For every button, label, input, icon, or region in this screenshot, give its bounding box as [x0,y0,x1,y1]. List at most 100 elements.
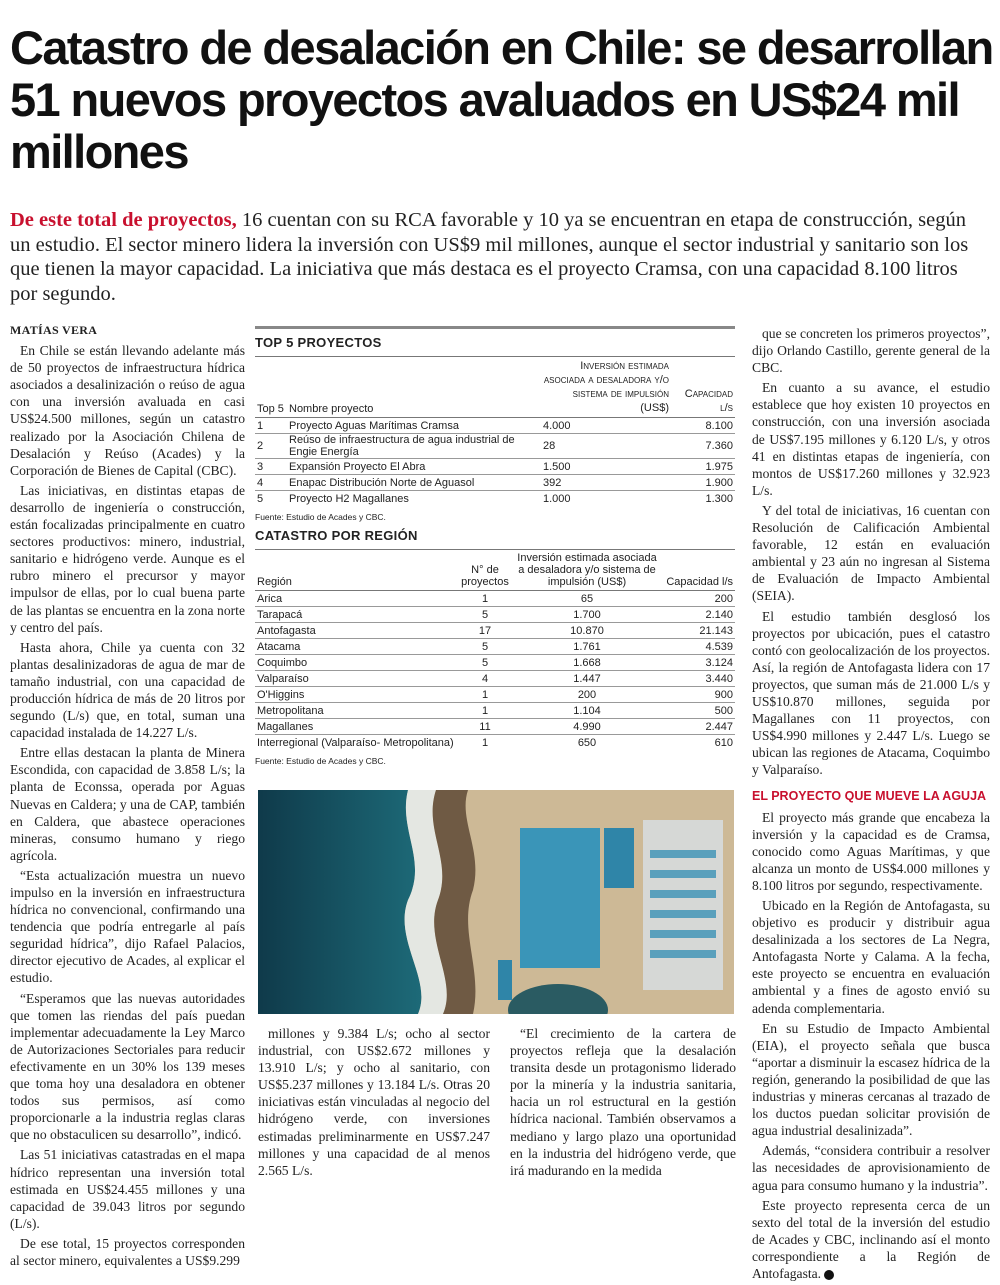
regions-header-capacity: Capacidad l/s [661,550,735,591]
table-cell: 1.975 [671,458,735,475]
table-cell: Proyecto H2 Magallanes [289,492,409,505]
table-cell: 1 [457,686,513,703]
region-row: Interregional (Valparaíso- Metropolitana… [255,735,735,751]
table-cell: 1.700 [513,606,661,623]
table-cell: 1.500 [541,458,671,475]
table-cell: 1.000 [543,492,571,505]
body-paragraph: Entre ellas destacan la planta de Minera… [10,745,245,863]
table-cell: 392 [541,474,671,491]
table-cell: 1 [457,702,513,719]
table-cell: Valparaíso [255,670,457,687]
table-cell: Interregional (Valparaíso- Metropolitana… [257,736,454,749]
end-of-article-icon [824,1269,835,1280]
table-cell: 4 [457,670,513,687]
table-cell: 11 [457,718,513,735]
table-cell: Magallanes [255,718,457,735]
top5-header-capacity: Capacidad l/s [671,357,735,418]
right-column: que se concreten los primeros proyectos”… [752,325,990,1285]
table-cell: 2 [255,433,287,459]
table-cell: 4.990 [513,718,661,735]
region-row: Antofagasta 17 10.870 21.143 [255,622,735,639]
body-paragraph: millones y 9.384 L/s; ocho al sector ind… [258,1026,490,1178]
table-cell: Arica [255,590,457,607]
regions-title: CATASTRO POR REGIÓN [255,522,735,550]
top5-row: 2 Reúso de infraestructura de agua indust… [255,433,735,459]
top5-row: 1 Proyecto Aguas Marítimas Cramsa 4.000 8.1… [255,417,735,434]
body-paragraph: Este proyecto representa cerca de un sex… [752,1197,990,1281]
table-cell: 7.360 [671,433,735,459]
body-paragraph: En cuanto a su avance, el estudio establ… [752,380,990,498]
body-paragraph: Las 51 iniciativas catastradas en el map… [10,1147,245,1231]
region-row: Tarapacá 5 1.700 2.140 [255,606,735,623]
desalination-plant-aerial-photo [258,790,734,1014]
top5-table: TOP 5 PROYECTOS Top 5 Nombre proyecto In… [255,326,735,527]
body-paragraph: En su Estudio de Impacto Ambiental (EIA)… [752,1020,990,1139]
table-cell: 1 [255,417,287,434]
headline: Catastro de desalación en Chile: se desa… [10,21,994,178]
lead-paragraph: De este total de proyectos, 16 cuentan c… [10,208,990,306]
table-cell: 5 [257,492,264,505]
top5-row: 4 Enapac Distribución Norte de Aguasol 392… [255,474,735,491]
left-column: MATÍAS VERA En Chile se están llevando a… [10,322,245,1272]
regions-header-region: Región [255,550,457,591]
body-paragraph: “Esta actualización muestra un nuevo imp… [10,867,245,986]
region-row: Metropolitana 1 1.104 500 [255,702,735,719]
table-cell: 2.140 [661,606,735,623]
table-cell: 200 [661,590,735,607]
body-paragraph: “Esperamos que las nuevas autoridades qu… [10,990,245,1143]
regions-header-count: N° de proyectos [457,550,513,591]
regions-table: CATASTRO POR REGIÓN Región N° de proyect… [255,522,735,771]
body-paragraph: Ubicado en la Región de Antofagasta, su … [752,898,990,1016]
region-row: O'Higgins 1 200 900 [255,686,735,703]
table-cell: 650 [577,736,597,749]
body-paragraph: Además, “considera contribuir a resolver… [752,1143,990,1193]
table-cell: Antofagasta [255,622,457,639]
table-cell: Expansión Proyecto El Abra [287,458,541,475]
table-cell: Metropolitana [255,702,457,719]
table-cell: 5 [457,654,513,671]
lead-text: 16 cuentan con su RCA favorable y 10 ya … [10,209,969,305]
table-cell: 28 [541,433,671,459]
table-cell: Tarapacá [255,606,457,623]
table-cell: 4.539 [661,638,735,655]
region-row: Valparaíso 4 1.447 3.440 [255,670,735,687]
top5-header-investment: Inversión estimada asociada a desaladora… [541,357,671,418]
region-row: Arica 1 65 200 [255,590,735,607]
table-cell: 5 [457,638,513,655]
lead-highlight: De este total de proyectos, [10,209,237,231]
table-cell: 610 [714,736,733,749]
region-row: Coquimbo 5 1.668 3.124 [255,654,735,671]
table-cell: 1.761 [513,638,661,655]
top5-source: Fuente: Estudio de Acades y CBC. [255,511,386,522]
top5-row: 3 Expansión Proyecto El Abra 1.500 1.975 [255,458,735,475]
body-paragraph: que se concreten los primeros proyectos”… [752,326,990,376]
table-cell: 21.143 [661,622,735,639]
photo-illustration [258,790,734,1014]
body-paragraph: Y del total de iniciativas, 16 cuentan c… [752,502,990,604]
byline: MATÍAS VERA [10,323,98,337]
body-paragraph: “El crecimiento de la cartera de proyect… [510,1026,736,1178]
table-cell: Proyecto Aguas Marítimas Cramsa [287,417,541,434]
top5-title: TOP 5 PROYECTOS [255,329,735,357]
top5-header-rank: Top 5 [255,357,287,418]
region-row: Atacama 5 1.761 4.539 [255,638,735,655]
table-cell: 1.900 [671,474,735,491]
table-cell: 65 [513,590,661,607]
table-cell: Coquimbo [255,654,457,671]
table-cell: 8.100 [671,417,735,434]
table-cell: Enapac Distribución Norte de Aguasol [287,474,541,491]
regions-source: Fuente: Estudio de Acades y CBC. [255,755,386,766]
body-paragraph: En Chile se están llevando adelante más … [10,343,245,478]
table-cell: Reúso de infraestructura de agua industr… [287,433,541,459]
table-cell: 1 [457,590,513,607]
body-paragraph: Las iniciativas, en distintas etapas de … [10,482,245,635]
table-cell: 1.668 [513,654,661,671]
body-paragraph: El estudio también desglosó los proyecto… [752,608,990,778]
top5-header-name: Nombre proyecto [287,357,541,418]
table-cell: Atacama [255,638,457,655]
table-cell: 4 [255,474,287,491]
table-cell: 200 [513,686,661,703]
table-cell: 4.000 [541,417,671,434]
table-cell: 1.300 [705,492,733,505]
table-cell: O'Higgins [255,686,457,703]
